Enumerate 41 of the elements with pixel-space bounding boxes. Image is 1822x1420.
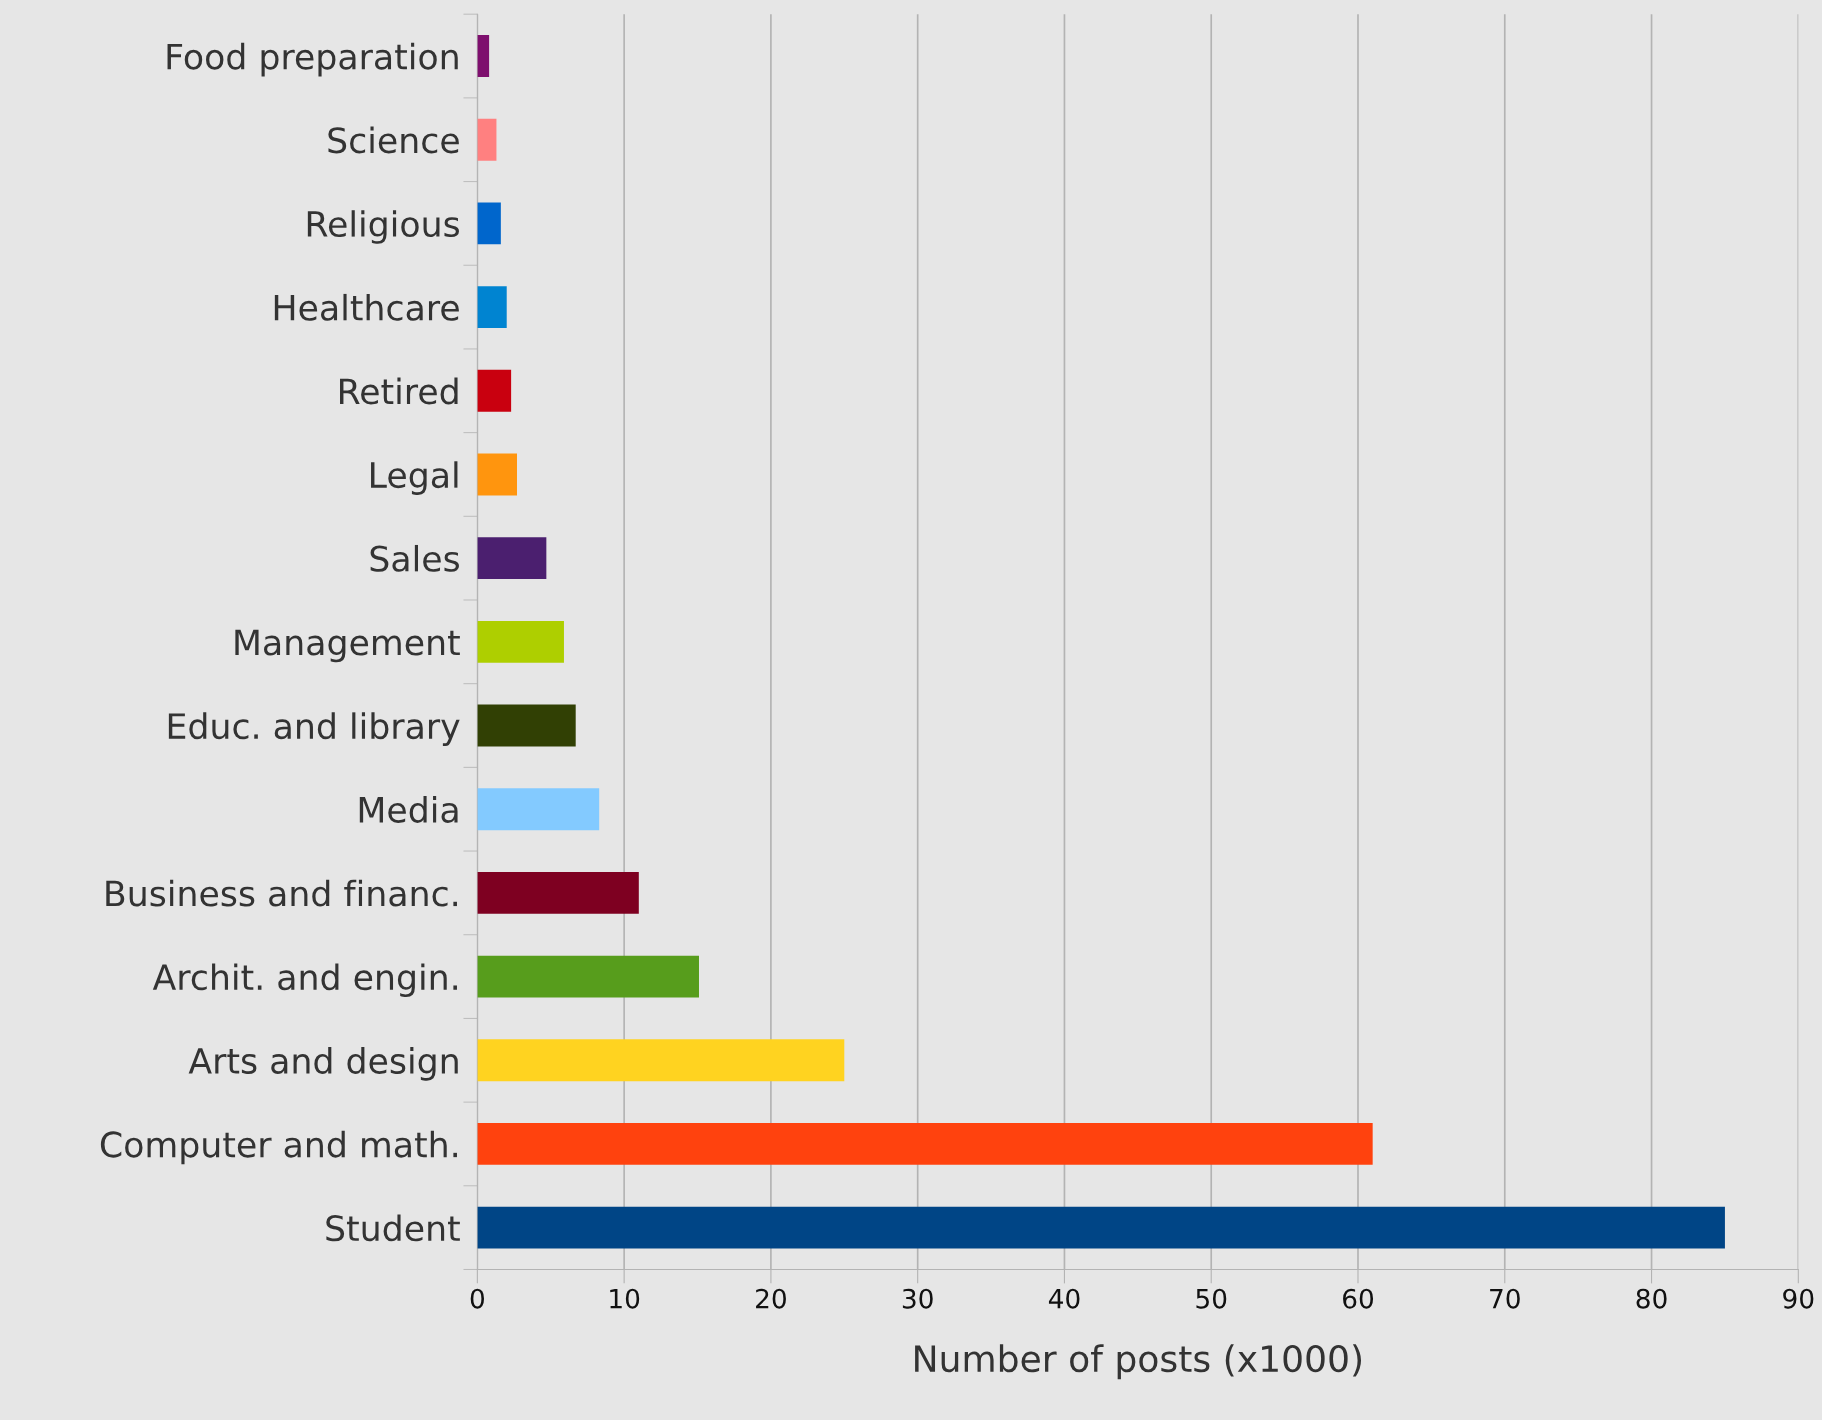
bar <box>477 788 600 831</box>
bar <box>477 1123 1373 1165</box>
y-tick-label: Science <box>328 126 459 154</box>
bar <box>477 453 517 496</box>
x-tick-label: 70 <box>1490 1288 1520 1309</box>
bar <box>477 1206 1725 1249</box>
y-tick-label: Food preparation <box>167 42 458 77</box>
x-axis-title: Number of posts (x1000) <box>915 1344 1362 1380</box>
x-tick-label: 50 <box>1196 1288 1227 1309</box>
x-tick-label: 90 <box>1783 1288 1814 1309</box>
y-tick-label: Legal <box>371 461 458 495</box>
y-tick-label: Management <box>235 629 460 663</box>
y-tick-label: Educ. and library <box>168 712 460 746</box>
bar <box>477 871 639 914</box>
y-tick-label: Retired <box>340 377 458 405</box>
y-tick-label: Computer and math. <box>100 1130 457 1165</box>
x-tick-label: 20 <box>756 1288 786 1309</box>
x-tick-label: 40 <box>1048 1288 1080 1309</box>
bar <box>477 955 699 998</box>
bar <box>477 118 497 161</box>
bar <box>477 369 512 412</box>
bar <box>477 537 547 580</box>
x-tick-label: 80 <box>1636 1288 1667 1309</box>
y-tick-label: Media <box>359 796 458 823</box>
bar <box>477 620 564 663</box>
y-tick-label: Sales <box>370 544 459 572</box>
bar <box>477 1039 845 1082</box>
y-tick-label: Archit. and engin. <box>152 963 457 997</box>
x-tick-label: 10 <box>610 1288 640 1309</box>
x-tick-label: 30 <box>902 1288 933 1309</box>
bar <box>477 202 501 245</box>
bar <box>477 286 507 329</box>
y-tick-label: Religious <box>307 210 459 244</box>
bar <box>477 704 576 747</box>
y-tick-label: Arts and design <box>188 1047 458 1081</box>
bar <box>477 35 490 77</box>
y-tick-label: Student <box>326 1214 460 1242</box>
y-tick-label: Business and financ. <box>106 879 457 907</box>
x-tick-label: 60 <box>1343 1288 1374 1309</box>
y-tick-label: Healthcare <box>274 293 459 321</box>
x-tick-label: 0 <box>470 1288 485 1309</box>
